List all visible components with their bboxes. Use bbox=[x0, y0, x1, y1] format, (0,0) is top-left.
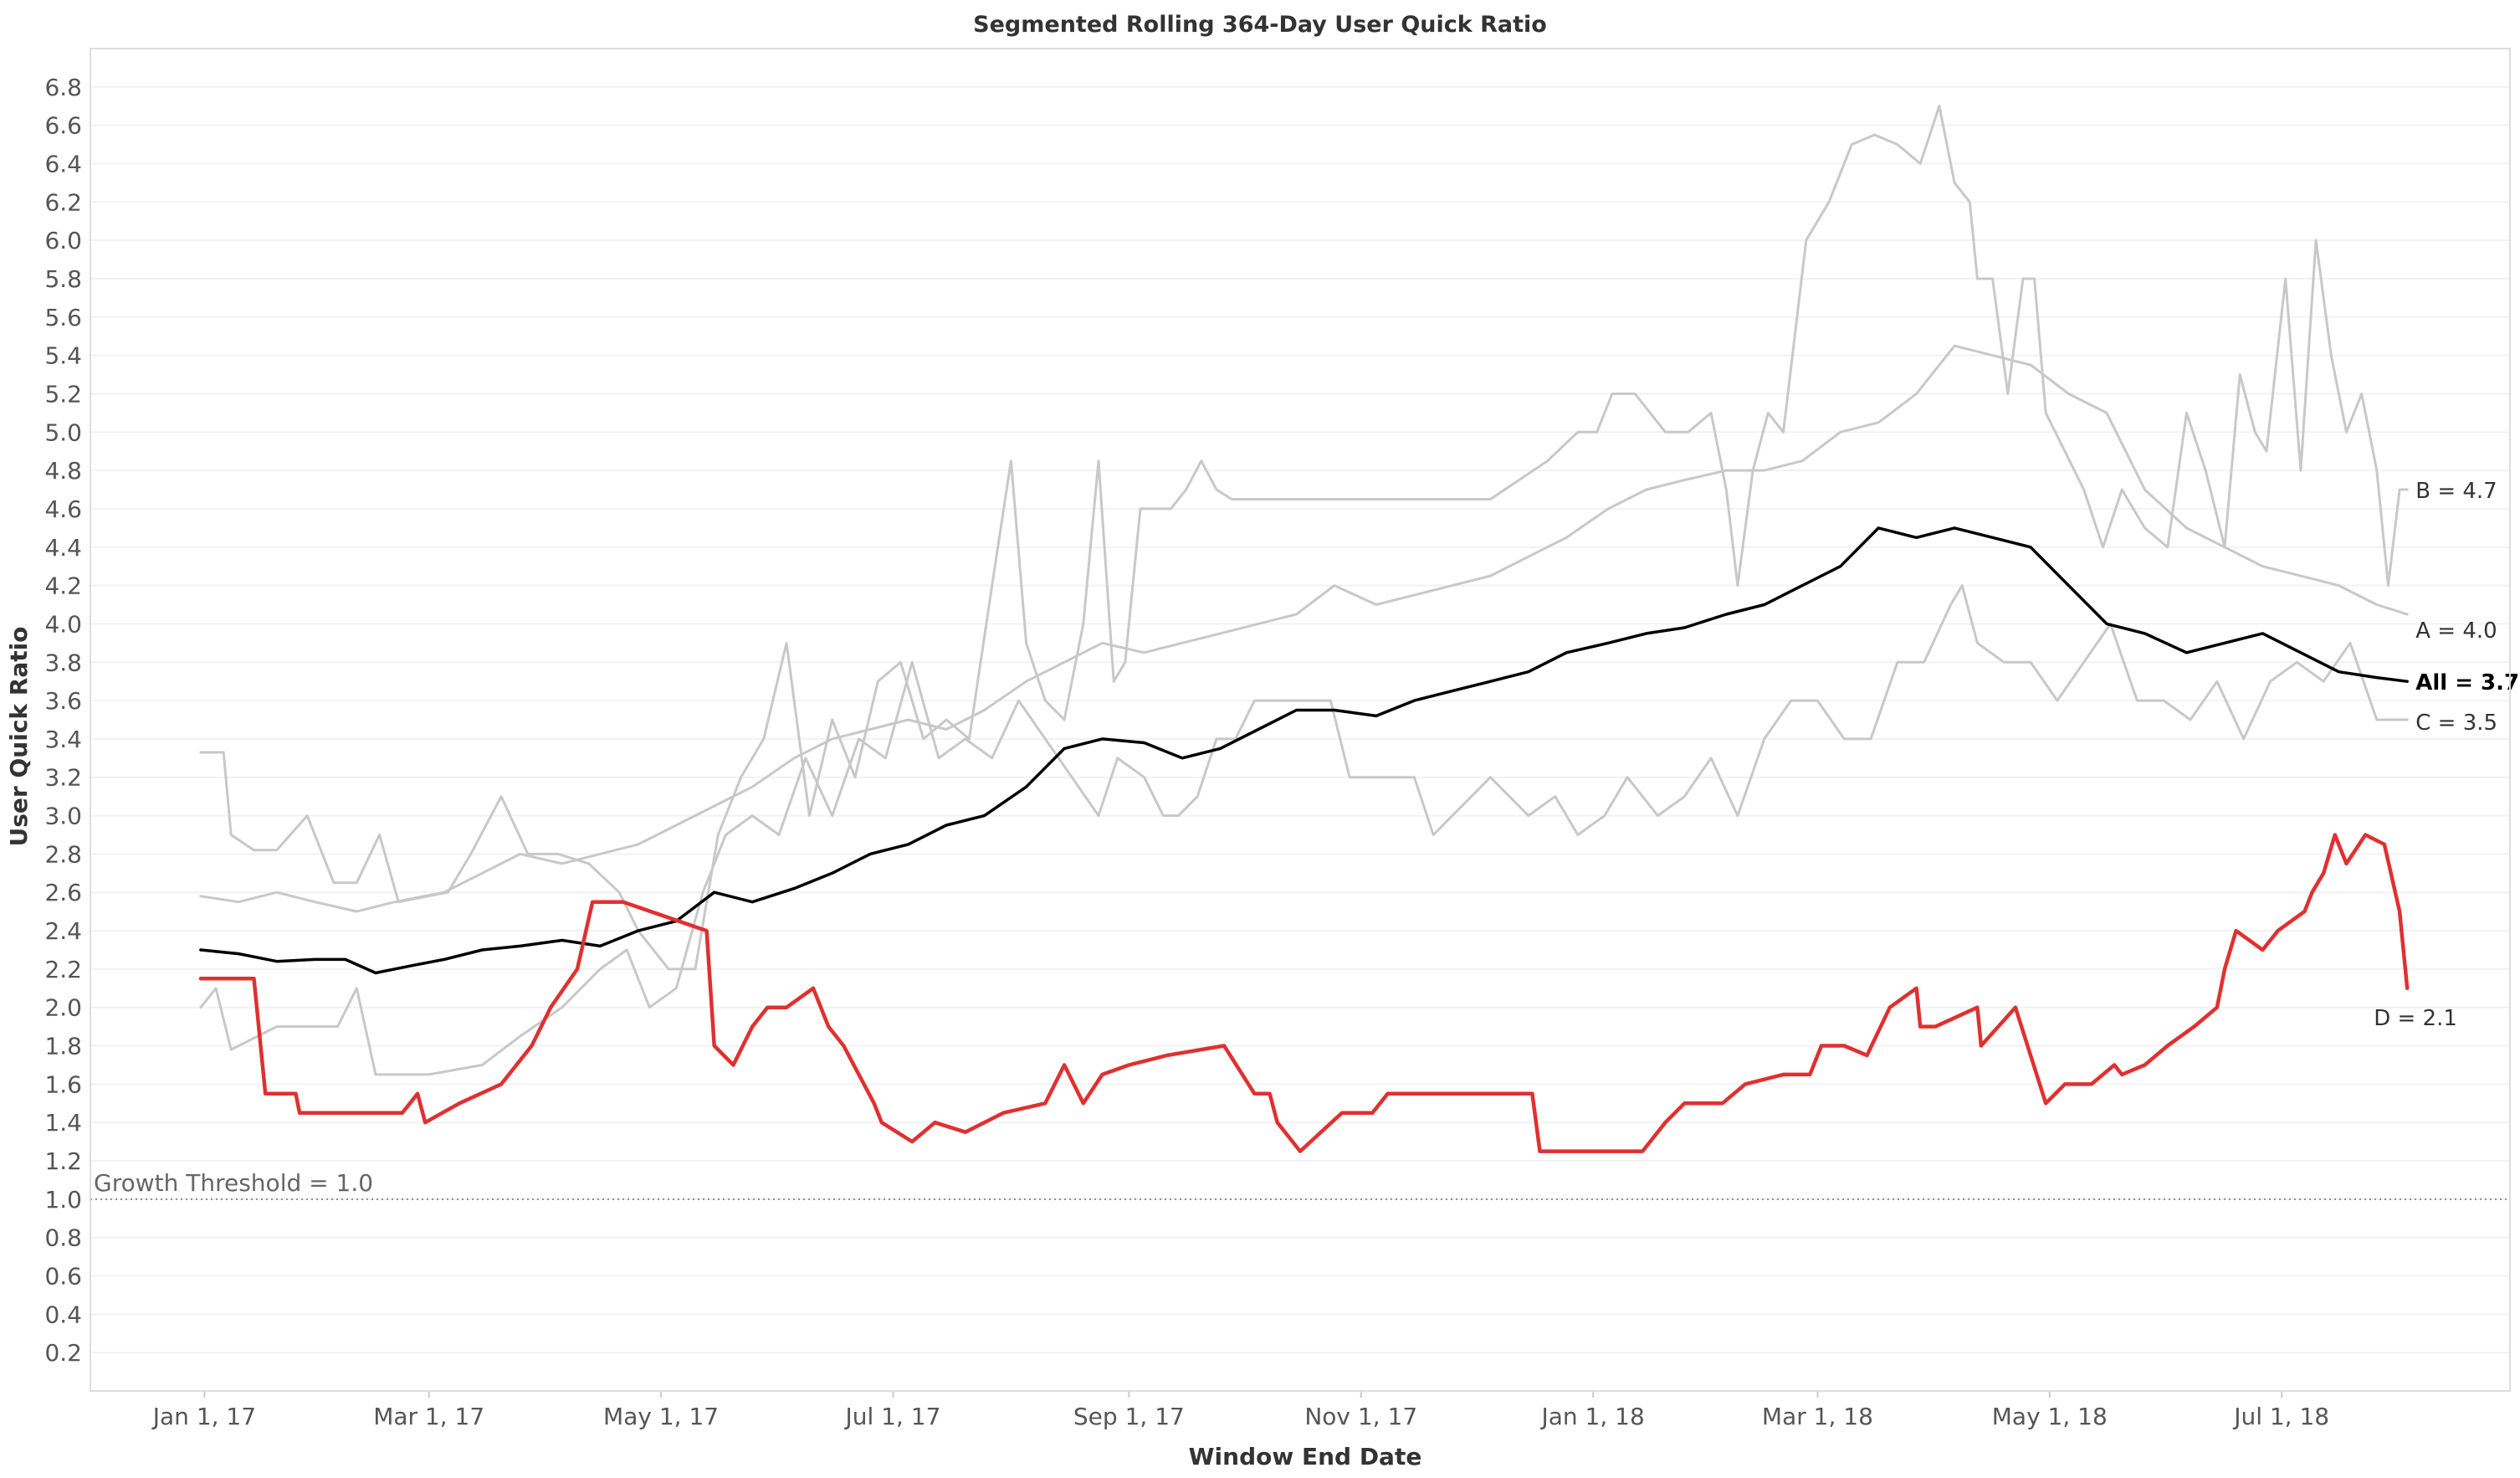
y-axis-ticks: 0.2 0.4 0.6 0.8 1.0 1.2 1.4 1.6 1.8 2.0 2.2 2.4 2.6 2… bbox=[44, 74, 82, 1367]
x-tick-label: Mar 1, 17 bbox=[373, 1403, 484, 1430]
y-tick-label: 5.4 bbox=[44, 342, 82, 370]
y-tick-label: 6.8 bbox=[44, 74, 82, 101]
y-tick-label: 4.0 bbox=[44, 610, 82, 638]
y-tick-label: 3.8 bbox=[44, 649, 82, 676]
growth-threshold: Growth Threshold = 1.0 bbox=[90, 1169, 2510, 1200]
y-tick-label: 6.6 bbox=[44, 112, 82, 140]
y-tick-label: 4.6 bbox=[44, 495, 82, 523]
x-tick-label: Jan 1, 17 bbox=[151, 1403, 256, 1430]
y-tick-label: 1.4 bbox=[44, 1109, 82, 1137]
chart-title: Segmented Rolling 364-Day User Quick Rat… bbox=[973, 12, 1547, 38]
y-tick-label: 1.8 bbox=[44, 1033, 82, 1060]
threshold-label: Growth Threshold = 1.0 bbox=[94, 1169, 373, 1197]
series-line-b bbox=[199, 105, 2409, 971]
y-tick-label: 2.2 bbox=[44, 956, 82, 983]
series-lines bbox=[198, 105, 2410, 1153]
y-tick-label: 3.0 bbox=[44, 803, 82, 830]
y-tick-label: 6.0 bbox=[44, 227, 82, 254]
x-tick-label: Jul 1, 17 bbox=[843, 1403, 940, 1430]
end-label-all: All = 3.7 bbox=[2415, 670, 2519, 695]
y-tick-label: 3.4 bbox=[44, 726, 82, 753]
series-end-labels: B = 4.7 A = 4.0 C = 3.5 All = 3.7 D = 2.1 bbox=[2374, 479, 2519, 1031]
series-line-all bbox=[199, 526, 2409, 975]
end-label-d: D = 2.1 bbox=[2374, 1006, 2457, 1031]
y-tick-label: 0.2 bbox=[44, 1339, 82, 1367]
y-tick-label: 4.4 bbox=[44, 534, 82, 562]
end-label-c: C = 3.5 bbox=[2415, 711, 2497, 736]
y-tick-label: 5.6 bbox=[44, 304, 82, 331]
y-tick-label: 2.0 bbox=[44, 994, 82, 1022]
x-tick-label: May 1, 18 bbox=[1992, 1403, 2108, 1430]
y-tick-label: 2.6 bbox=[44, 879, 82, 906]
end-label-b: B = 4.7 bbox=[2415, 479, 2497, 504]
x-tick-label: Jul 1, 18 bbox=[2232, 1403, 2329, 1430]
y-tick-label: 5.2 bbox=[44, 380, 82, 408]
y-tick-label: 3.6 bbox=[44, 687, 82, 715]
plot-frame bbox=[90, 48, 2511, 1392]
y-tick-label: 6.4 bbox=[44, 150, 82, 177]
y-tick-label: 4.2 bbox=[44, 572, 82, 600]
gridlines bbox=[90, 85, 2510, 1354]
y-tick-label: 0.8 bbox=[44, 1224, 82, 1252]
series-line-a bbox=[199, 344, 2409, 913]
x-axis-title: Window End Date bbox=[1189, 1443, 1422, 1470]
y-axis-title: User Quick Ratio bbox=[5, 627, 33, 847]
y-tick-label: 1.6 bbox=[44, 1070, 82, 1098]
series-line-c bbox=[199, 584, 2409, 1076]
y-tick-label: 0.4 bbox=[44, 1301, 82, 1328]
x-tick-label: May 1, 17 bbox=[603, 1403, 719, 1430]
y-tick-label: 0.6 bbox=[44, 1263, 82, 1291]
y-tick-label: 1.0 bbox=[44, 1186, 82, 1214]
x-tick-label: Sep 1, 17 bbox=[1073, 1403, 1185, 1430]
y-tick-label: 3.2 bbox=[44, 764, 82, 792]
y-tick-label: 5.8 bbox=[44, 265, 82, 293]
y-tick-label: 6.2 bbox=[44, 188, 82, 216]
y-tick-label: 1.2 bbox=[44, 1147, 82, 1175]
y-tick-label: 2.4 bbox=[44, 917, 82, 945]
x-tick-label: Nov 1, 17 bbox=[1304, 1403, 1417, 1430]
y-tick-label: 5.0 bbox=[44, 418, 82, 446]
y-tick-label: 2.8 bbox=[44, 840, 82, 868]
x-tick-label: Mar 1, 18 bbox=[1762, 1403, 1873, 1430]
end-label-a: A = 4.0 bbox=[2415, 618, 2497, 644]
series-line-d bbox=[198, 833, 2410, 1153]
x-axis-ticks: Jan 1, 17 Mar 1, 17 May 1, 17 Jul 1, 17 Sep … bbox=[151, 1391, 2329, 1430]
x-tick-label: Jan 1, 18 bbox=[1539, 1403, 1644, 1430]
y-tick-label: 4.8 bbox=[44, 457, 82, 485]
